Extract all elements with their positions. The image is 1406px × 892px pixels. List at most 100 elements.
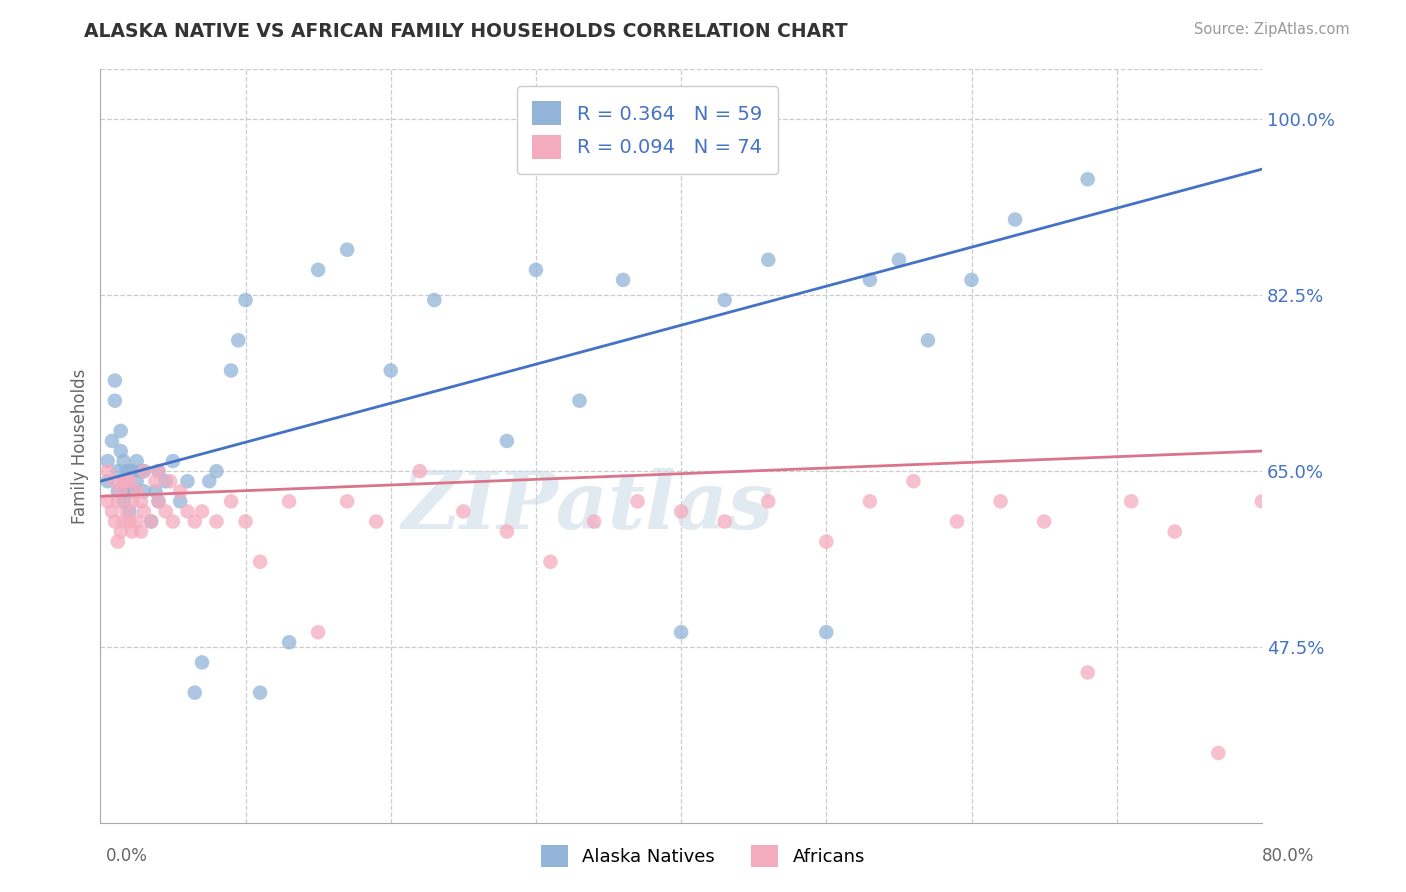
Point: [121, 464, 143, 478]
Point: [960, 273, 983, 287]
Point: [1337, 494, 1360, 508]
Point: [183, 515, 205, 529]
Text: ZIPatlas: ZIPatlas: [402, 467, 775, 545]
Point: [887, 252, 910, 267]
Point: [107, 494, 129, 508]
Point: [118, 515, 141, 529]
Point: [278, 635, 301, 649]
Point: [169, 484, 191, 499]
Point: [115, 504, 138, 518]
Point: [1208, 746, 1230, 760]
Point: [112, 515, 135, 529]
Point: [118, 474, 141, 488]
Point: [97, 474, 120, 488]
Point: [713, 293, 735, 307]
Point: [917, 334, 939, 348]
Point: [453, 504, 475, 518]
Point: [97, 464, 120, 478]
Point: [101, 504, 124, 518]
Point: [104, 393, 127, 408]
Point: [409, 464, 432, 478]
Point: [336, 243, 359, 257]
Point: [176, 504, 198, 518]
Point: [129, 464, 152, 478]
Point: [756, 494, 779, 508]
Point: [423, 293, 446, 307]
Point: [159, 474, 181, 488]
Point: [380, 363, 402, 377]
Point: [1077, 665, 1099, 680]
Point: [97, 454, 120, 468]
Point: [756, 252, 779, 267]
Point: [115, 484, 138, 499]
Point: [110, 424, 132, 438]
Point: [946, 515, 969, 529]
Point: [815, 534, 838, 549]
Point: [148, 464, 170, 478]
Text: 80.0%: 80.0%: [1263, 847, 1315, 864]
Point: [104, 374, 127, 388]
Point: [107, 464, 129, 478]
Point: [118, 464, 141, 478]
Point: [219, 363, 242, 377]
Point: [169, 494, 191, 508]
Point: [118, 504, 141, 518]
Point: [1077, 172, 1099, 186]
Point: [612, 273, 634, 287]
Point: [198, 474, 221, 488]
Point: [815, 625, 838, 640]
Point: [110, 444, 132, 458]
Point: [524, 263, 547, 277]
Point: [125, 454, 148, 468]
Point: [226, 334, 249, 348]
Point: [101, 434, 124, 448]
Point: [191, 504, 214, 518]
Point: [155, 474, 177, 488]
Point: [145, 474, 167, 488]
Point: [141, 515, 163, 529]
Point: [307, 263, 329, 277]
Legend: R = 0.364   N = 59, R = 0.094   N = 74: R = 0.364 N = 59, R = 0.094 N = 74: [516, 86, 778, 174]
Y-axis label: Family Households: Family Households: [72, 368, 89, 524]
Point: [278, 494, 301, 508]
Text: 0.0%: 0.0%: [105, 847, 148, 864]
Point: [859, 494, 882, 508]
Point: [669, 625, 692, 640]
Point: [249, 685, 271, 699]
Point: [97, 494, 120, 508]
Point: [148, 464, 170, 478]
Point: [148, 494, 170, 508]
Point: [112, 454, 135, 468]
Point: [107, 534, 129, 549]
Point: [219, 494, 242, 508]
Legend: Alaska Natives, Africans: Alaska Natives, Africans: [534, 838, 872, 874]
Point: [582, 515, 605, 529]
Point: [121, 494, 143, 508]
Point: [1381, 474, 1403, 488]
Point: [162, 515, 184, 529]
Point: [249, 555, 271, 569]
Point: [1164, 524, 1187, 539]
Point: [121, 524, 143, 539]
Point: [125, 474, 148, 488]
Point: [191, 656, 214, 670]
Point: [132, 504, 155, 518]
Point: [496, 524, 519, 539]
Point: [540, 555, 562, 569]
Point: [155, 504, 177, 518]
Point: [125, 515, 148, 529]
Point: [141, 515, 163, 529]
Point: [235, 293, 257, 307]
Point: [1251, 494, 1274, 508]
Point: [496, 434, 519, 448]
Point: [336, 494, 359, 508]
Point: [1121, 494, 1143, 508]
Point: [366, 515, 388, 529]
Text: Source: ZipAtlas.com: Source: ZipAtlas.com: [1194, 22, 1350, 37]
Point: [107, 484, 129, 499]
Point: [669, 504, 692, 518]
Text: ALASKA NATIVE VS AFRICAN FAMILY HOUSEHOLDS CORRELATION CHART: ALASKA NATIVE VS AFRICAN FAMILY HOUSEHOL…: [84, 22, 848, 41]
Point: [112, 474, 135, 488]
Point: [112, 494, 135, 508]
Point: [713, 515, 735, 529]
